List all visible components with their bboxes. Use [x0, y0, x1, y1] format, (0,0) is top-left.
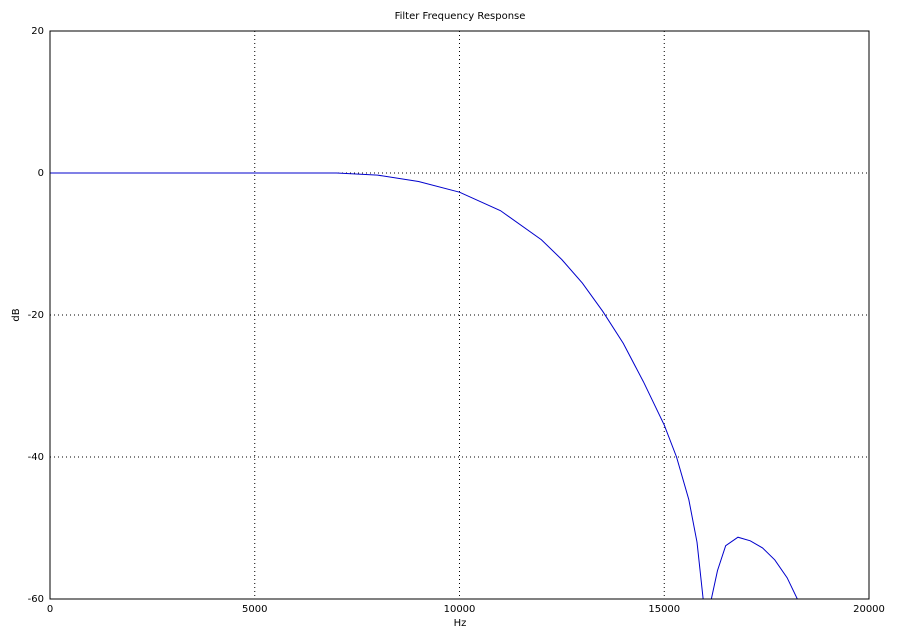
y-tick-label: -20	[28, 310, 44, 321]
x-tick-label: 10000	[444, 604, 476, 615]
chart-title: Filter Frequency Response	[395, 11, 526, 22]
y-tick-label: -60	[28, 594, 44, 605]
plot-layer: 0 5000 10000 15000 20000 -60 -40 -20 0 20	[28, 26, 885, 615]
x-tick-label: 15000	[648, 604, 680, 615]
y-tick-label: -40	[28, 452, 44, 463]
data-line	[50, 172, 798, 599]
y-tick-label: 20	[31, 26, 44, 37]
x-tick-label: 0	[47, 604, 53, 615]
x-axis-label: Hz	[454, 618, 467, 629]
x-tick-label: 20000	[853, 604, 885, 615]
x-tick-label: 5000	[242, 604, 267, 615]
plot-frame	[49, 30, 870, 600]
y-axis-label: dB	[11, 308, 22, 321]
y-tick-label: 0	[38, 168, 44, 179]
